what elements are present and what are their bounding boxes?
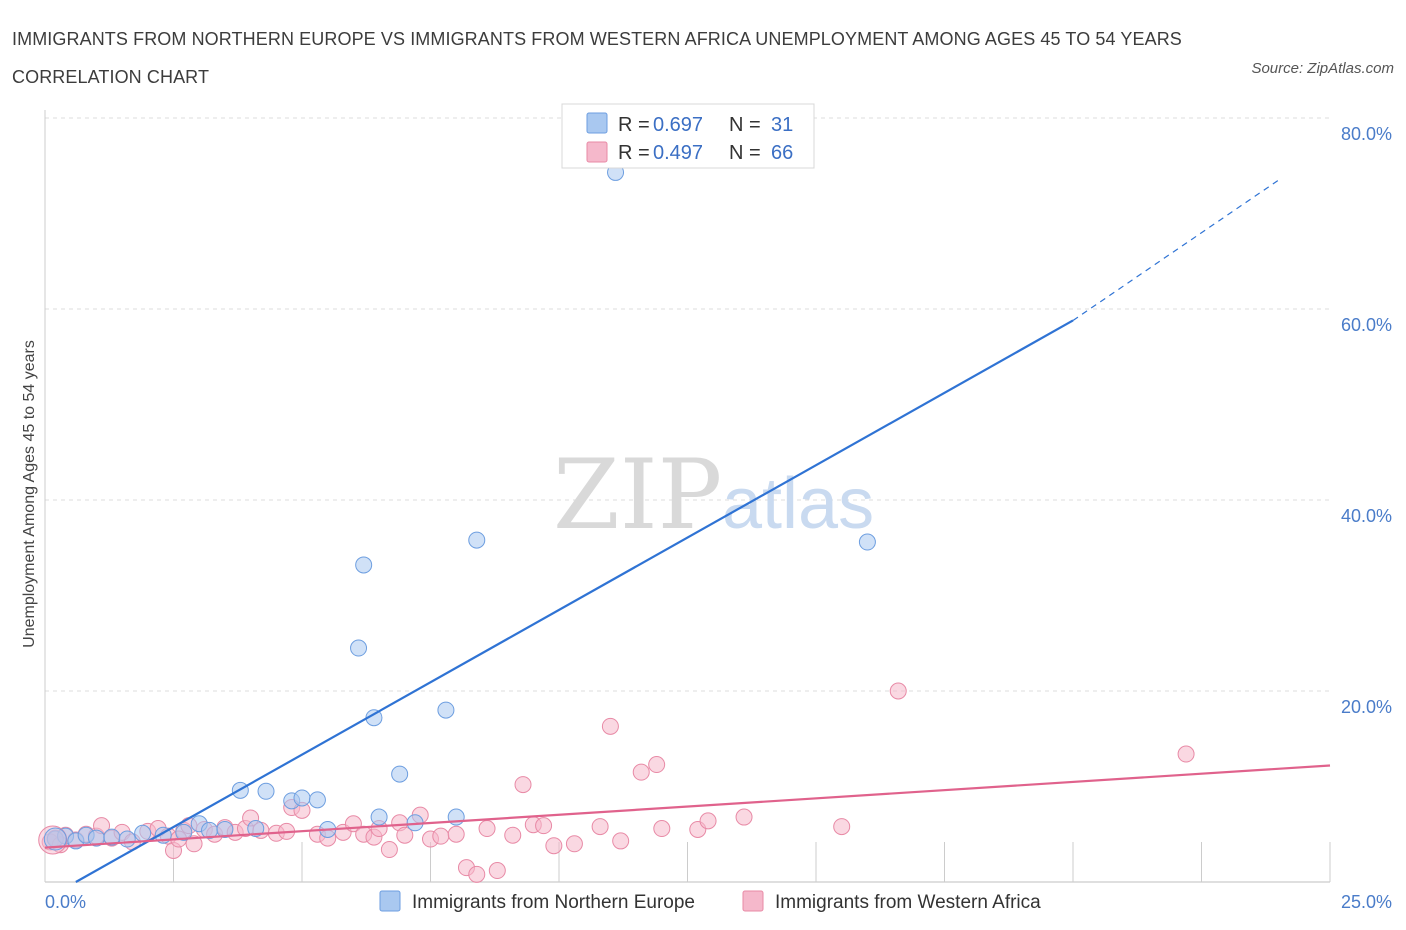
- point-series-1-53: [612, 832, 630, 850]
- point-series-1-61: [889, 682, 907, 700]
- point-series-0-17: [293, 789, 311, 807]
- data-points: [38, 163, 1195, 883]
- x-tick-label-0: 0.0%: [45, 892, 86, 912]
- point-cluster-northern-europe: [43, 827, 67, 851]
- legend-swatch-western-africa: [586, 141, 608, 163]
- legend-r-label-1: R =: [618, 114, 650, 136]
- point-series-1-54: [632, 763, 650, 781]
- point-series-0-23: [370, 808, 388, 826]
- legend-n-value-1: 31: [771, 114, 793, 136]
- point-series-0-9: [175, 823, 193, 841]
- point-series-1-46: [514, 776, 532, 794]
- trend-line-western-africa: [44, 764, 1331, 849]
- point-series-1-49: [545, 837, 563, 855]
- bottom-legend: Immigrants from Northern Europe Immigran…: [379, 890, 1041, 913]
- point-series-1-62: [1177, 745, 1195, 763]
- point-series-1-40: [447, 825, 465, 843]
- point-series-1-36: [396, 826, 414, 844]
- point-series-1-59: [735, 808, 753, 826]
- point-series-1-42: [468, 865, 486, 883]
- point-series-0-15: [257, 782, 275, 800]
- bottom-legend-label-western-africa: Immigrants from Western Africa: [775, 892, 1041, 913]
- bottom-legend-swatch-northern-europe: [379, 890, 401, 912]
- y-axis-label: Unemployment Among Ages 45 to 54 years: [21, 340, 38, 648]
- point-series-0-28: [468, 531, 486, 549]
- point-series-1-39: [432, 827, 450, 845]
- y-tick-label-2: 60.0%: [1341, 315, 1392, 335]
- point-series-0-30: [858, 533, 876, 551]
- watermark-zip: ZIP: [553, 439, 722, 551]
- point-series-0-14: [247, 820, 265, 838]
- legend-swatch-northern-europe: [586, 112, 608, 134]
- point-series-1-15: [185, 835, 203, 853]
- chart-title: IMMIGRANTS FROM NORTHERN EUROPE VS IMMIG…: [12, 29, 1182, 87]
- point-series-1-60: [833, 818, 851, 836]
- trend-line-northern-europe-extension: [1072, 179, 1279, 321]
- point-series-1-51: [591, 818, 609, 836]
- point-series-1-56: [653, 820, 671, 838]
- point-series-0-21: [355, 556, 373, 574]
- point-series-0-7: [134, 824, 152, 842]
- y-tick-label-0: 20.0%: [1341, 697, 1392, 717]
- point-series-1-34: [380, 841, 398, 859]
- point-series-0-18: [308, 791, 326, 809]
- chart-source: Source: ZipAtlas.com: [1251, 60, 1394, 77]
- bottom-legend-label-northern-europe: Immigrants from Northern Europe: [412, 892, 695, 913]
- point-series-1-44: [488, 862, 506, 880]
- point-series-0-12: [216, 820, 234, 838]
- y-tick-label-3: 80.0%: [1341, 124, 1392, 144]
- point-series-1-48: [535, 817, 553, 835]
- point-series-1-58: [699, 812, 717, 830]
- legend-n-label-1: N =: [729, 114, 761, 136]
- point-series-0-24: [391, 765, 409, 783]
- legend-r-value-2: 0.497: [653, 142, 703, 164]
- axes: [44, 110, 1331, 883]
- tick-labels: 20.0% 40.0% 60.0% 80.0% 0.0% 25.0%: [45, 124, 1392, 912]
- y-tick-label-1: 40.0%: [1341, 506, 1392, 526]
- legend-n-value-2: 66: [771, 142, 793, 164]
- trend-lines: [44, 179, 1331, 883]
- legend-r-value-1: 0.697: [653, 114, 703, 136]
- point-series-1-43: [478, 820, 496, 838]
- point-series-0-6: [118, 830, 136, 848]
- point-series-1-55: [648, 756, 666, 774]
- point-series-1-45: [504, 826, 522, 844]
- point-series-1-52: [601, 717, 619, 735]
- legend-r-label-2: R =: [618, 142, 650, 164]
- point-series-0-20: [350, 639, 368, 657]
- bottom-legend-swatch-western-africa: [742, 890, 764, 912]
- x-tick-label-1: 25.0%: [1341, 892, 1392, 912]
- trend-line-northern-europe: [75, 319, 1074, 883]
- legend-box: R = 0.697 N = 31 R = 0.497 N = 66: [561, 103, 815, 169]
- grid-lines: [45, 117, 1330, 692]
- point-series-0-26: [437, 701, 455, 719]
- watermark: ZIP atlas: [553, 439, 874, 551]
- legend-n-label-2: N =: [729, 142, 761, 164]
- point-series-1-50: [565, 835, 583, 853]
